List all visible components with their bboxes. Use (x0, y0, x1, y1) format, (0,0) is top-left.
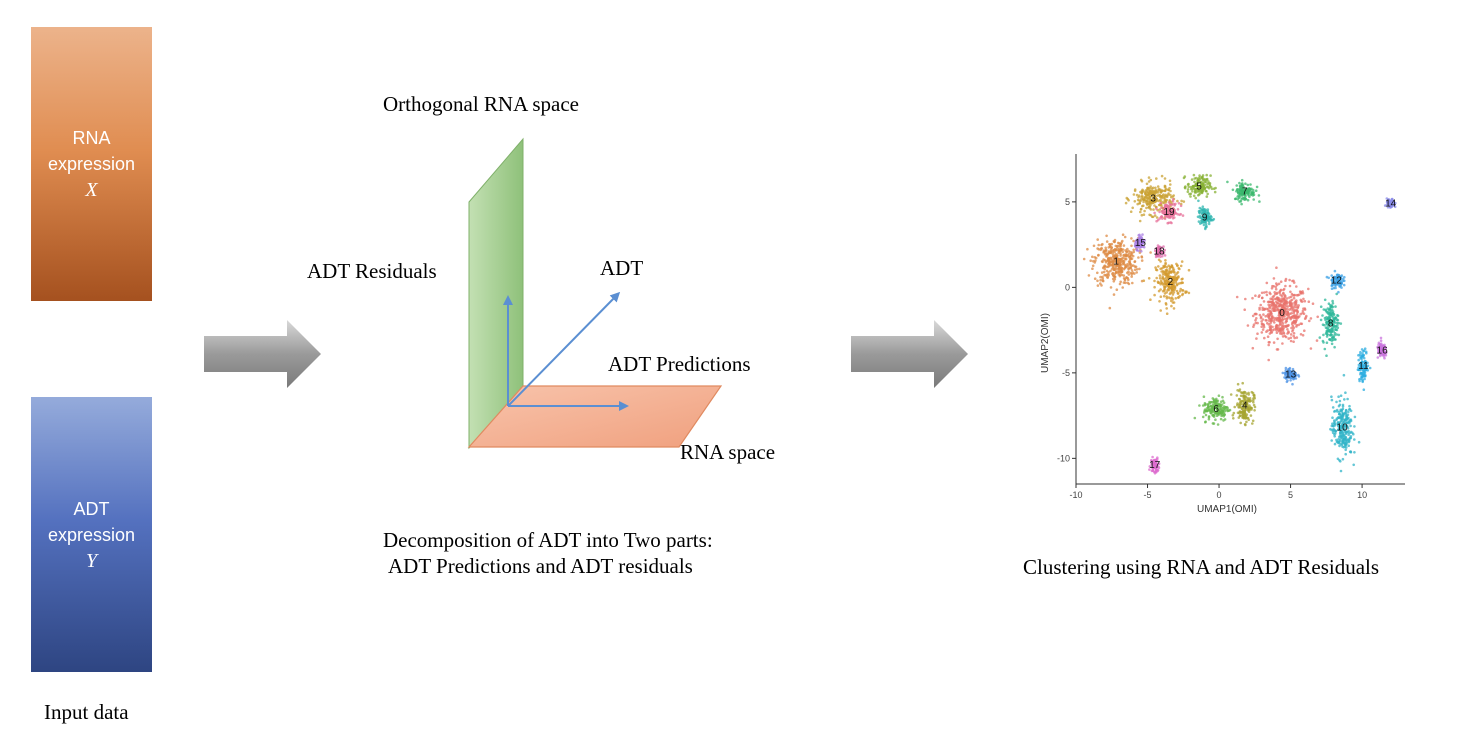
rna-box-line1: RNA (72, 128, 111, 148)
cluster-15-points (1133, 233, 1147, 253)
cluster-label-19: 19 (1163, 207, 1175, 218)
umap-y-tick-label: 0 (1065, 282, 1070, 292)
cluster-label-9: 9 (1202, 212, 1208, 223)
cluster-label-16: 16 (1377, 346, 1389, 357)
arrow-to-clustering-icon (851, 320, 968, 388)
cluster-1-points (1082, 233, 1152, 310)
cluster-label-18: 18 (1153, 247, 1165, 258)
adt-box-symbol: Y (85, 549, 98, 572)
cluster-label-3: 3 (1150, 194, 1156, 205)
umap-x-tick-label: 10 (1357, 490, 1367, 500)
adt-vector (507, 291, 621, 407)
cluster-7-points (1226, 178, 1261, 206)
clustering-caption: Clustering using RNA and ADT Residuals (1023, 555, 1380, 579)
decomposition-diagram (467, 137, 723, 450)
cluster-9-points (1196, 199, 1216, 231)
cluster-label-13: 13 (1285, 370, 1297, 381)
cluster-18-points (1154, 244, 1167, 259)
cluster-label-0: 0 (1279, 308, 1285, 319)
adt-box-line2: expression (47, 524, 136, 545)
cluster-label-11: 11 (1358, 361, 1369, 372)
adt-box-line1: ADT (73, 498, 110, 519)
cluster-14-points (1383, 197, 1397, 209)
umap-y-tick-label: -10 (1057, 453, 1070, 463)
cluster-label-14: 14 (1385, 199, 1397, 210)
decomposition-caption-line2: ADT Predictions and ADT residuals (388, 554, 693, 578)
cluster-label-8: 8 (1328, 318, 1334, 329)
umap-y-axis-label: UMAP2(OMI) (1040, 313, 1051, 373)
umap-y-tick-label: -5 (1062, 368, 1070, 378)
adt-predictions-label: ADT Predictions (608, 352, 751, 376)
cluster-5-points (1182, 173, 1217, 200)
cluster-6-points (1193, 394, 1232, 426)
cluster-label-2: 2 (1168, 277, 1174, 288)
cluster-label-12: 12 (1331, 276, 1343, 287)
umap-x-axis-label: UMAP1(OMI) (1197, 504, 1257, 515)
cluster-19-points (1153, 198, 1185, 225)
cluster-label-7: 7 (1242, 187, 1248, 198)
cluster-0-points (1235, 266, 1319, 362)
cluster-8-points (1318, 292, 1343, 357)
adt-expression-box: ADT expression Y (31, 397, 152, 672)
cluster-2-points (1142, 258, 1191, 315)
cluster-label-5: 5 (1196, 182, 1202, 193)
rna-space-plane (467, 385, 723, 448)
arrow-to-decomposition-icon (204, 320, 321, 388)
cluster-label-4: 4 (1242, 400, 1248, 411)
rna-box-symbol: X (85, 179, 98, 201)
umap-points-layer (1082, 173, 1397, 475)
adt-label: ADT (600, 256, 644, 280)
cluster-label-10: 10 (1337, 423, 1349, 434)
cluster-3-points (1124, 174, 1186, 223)
orthogonal-rna-space-label: Orthogonal RNA space (383, 92, 579, 116)
rna-space-label: RNA space (680, 440, 776, 464)
cluster-11-points (1356, 347, 1372, 391)
cluster-13-points (1281, 366, 1301, 386)
cluster-16-points (1376, 336, 1388, 360)
cluster-label-17: 17 (1149, 460, 1161, 471)
cluster-label-1: 1 (1113, 257, 1119, 268)
input-data-caption: Input data (44, 700, 129, 724)
umap-y-tick-label: 5 (1065, 197, 1070, 207)
umap-x-tick-label: -5 (1144, 490, 1152, 500)
rna-expression-box: RNA expression X (31, 27, 152, 301)
rna-box-line2: expression (47, 154, 136, 174)
cluster-12-points (1325, 269, 1346, 294)
cluster-label-15: 15 (1135, 238, 1147, 249)
adt-residuals-label: ADT Residuals (307, 259, 437, 283)
cluster-label-6: 6 (1213, 404, 1219, 415)
cluster-17-points (1148, 455, 1161, 475)
umap-x-tick-label: 0 (1217, 490, 1222, 500)
decomposition-caption-line1: Decomposition of ADT into Two parts: (383, 528, 713, 552)
umap-x-tick-label: 5 (1288, 490, 1293, 500)
umap-x-tick-label: -10 (1069, 490, 1082, 500)
cluster-10-points (1329, 373, 1361, 473)
cluster-4-points (1229, 381, 1257, 427)
